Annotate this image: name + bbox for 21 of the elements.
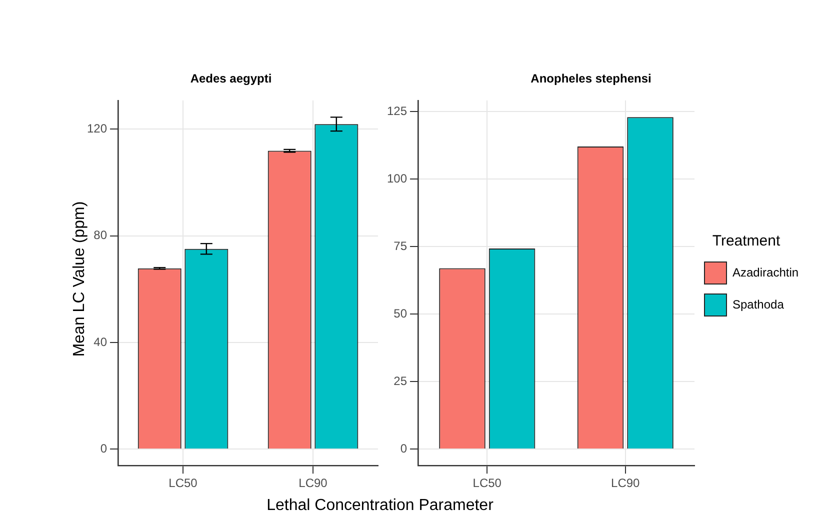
- y-tick-label: 40: [94, 334, 108, 349]
- legend-title: Treatment: [712, 232, 781, 250]
- x-tick-label: LC90: [611, 476, 640, 490]
- y-tick-label: 0: [100, 441, 108, 456]
- chart-title: Anopheles stephensi: [530, 72, 652, 86]
- x-tick-label: LC90: [298, 476, 328, 490]
- legend-label: Spathoda: [732, 297, 784, 312]
- y-tick-label: 0: [400, 441, 408, 456]
- x-axis-title: Lethal Concentration Parameter: [266, 497, 494, 515]
- legend-label: Azadirachtin: [732, 265, 799, 280]
- y-tick-label: 120: [86, 122, 108, 136]
- y-axis-title: Mean LC Value (ppm): [71, 200, 89, 359]
- y-tick-label: 25: [394, 374, 408, 388]
- chart-title: Aedes aegypti: [190, 72, 272, 86]
- y-tick-label: 75: [394, 238, 408, 253]
- y-tick-label: 80: [94, 228, 108, 242]
- y-tick-label: 100: [386, 172, 408, 186]
- y-tick-label: 125: [386, 104, 408, 118]
- y-tick-label: 50: [394, 306, 408, 320]
- x-tick-label: LC50: [472, 476, 502, 490]
- x-tick-label: LC50: [168, 476, 198, 490]
